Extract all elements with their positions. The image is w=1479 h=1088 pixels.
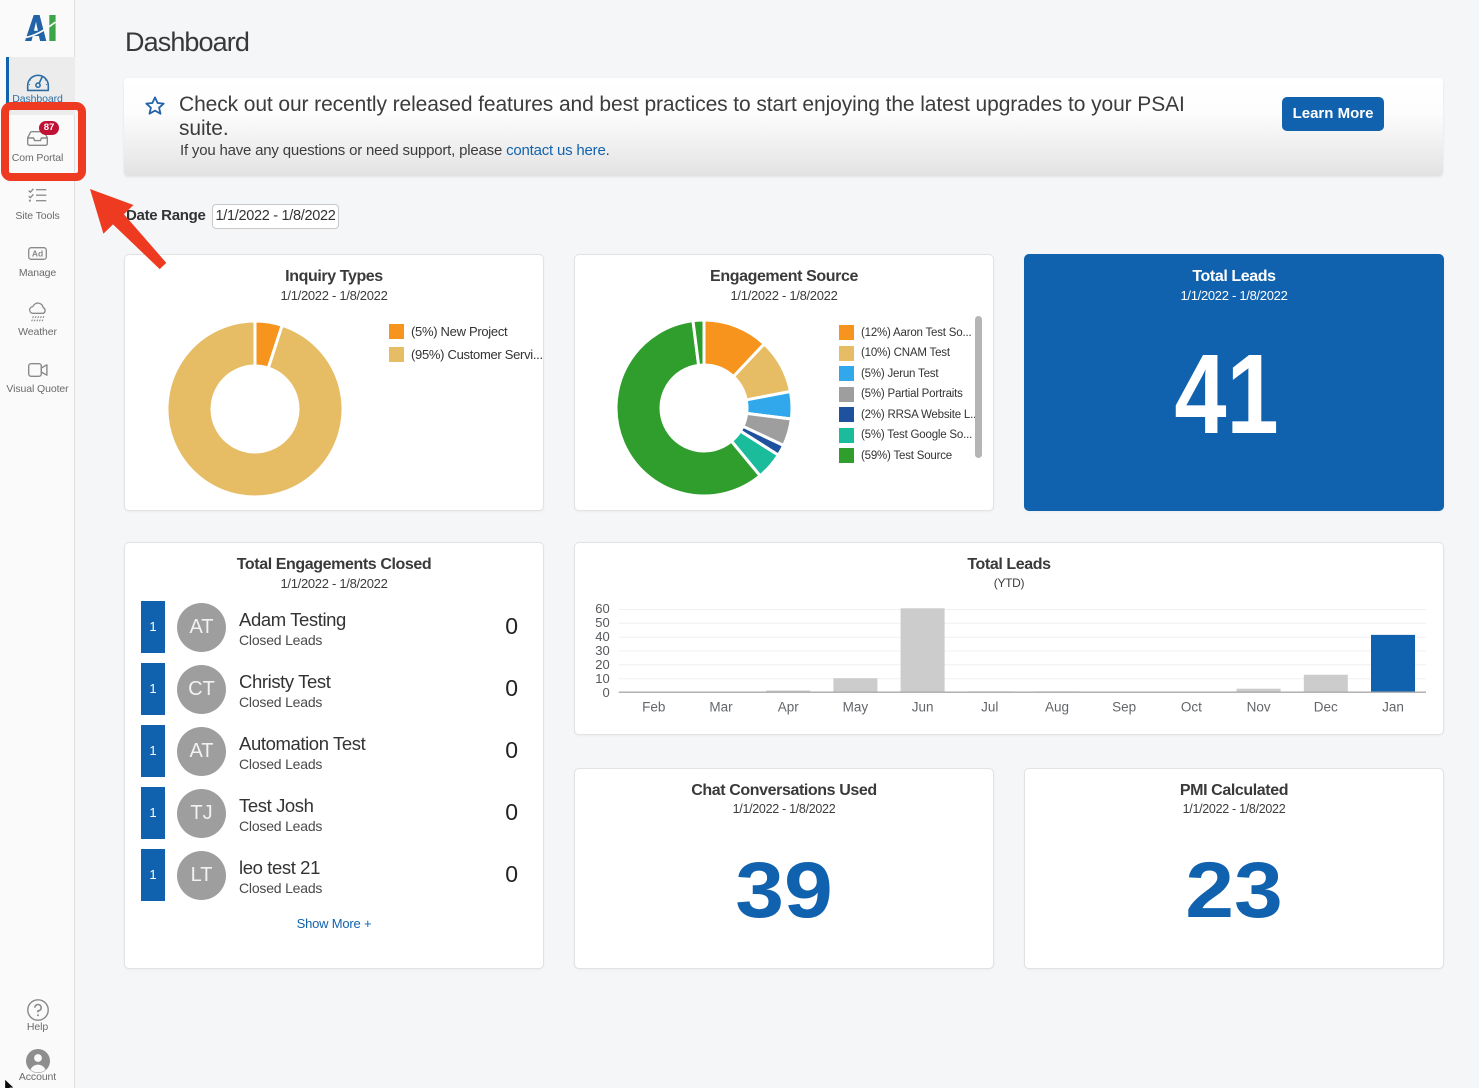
svg-text:10: 10	[595, 671, 609, 686]
svg-text:Apr: Apr	[778, 700, 800, 715]
svg-text:Jun: Jun	[912, 700, 934, 715]
svg-text:Nov: Nov	[1247, 700, 1271, 715]
svg-text:30: 30	[595, 643, 609, 658]
svg-text:Dec: Dec	[1314, 700, 1338, 715]
svg-text:Sep: Sep	[1112, 700, 1136, 715]
svg-text:60: 60	[595, 601, 609, 616]
svg-text:Jul: Jul	[981, 700, 998, 715]
svg-text:20: 20	[595, 657, 609, 672]
svg-text:Feb: Feb	[642, 700, 665, 715]
svg-text:Jan: Jan	[1382, 700, 1404, 715]
svg-text:Aug: Aug	[1045, 700, 1069, 715]
svg-text:Oct: Oct	[1181, 700, 1202, 715]
svg-text:0: 0	[602, 685, 609, 700]
svg-text:Ad: Ad	[32, 249, 43, 259]
svg-text:40: 40	[595, 629, 609, 644]
svg-text:50: 50	[595, 615, 609, 630]
svg-text:May: May	[843, 700, 869, 715]
svg-text:Mar: Mar	[709, 700, 733, 715]
